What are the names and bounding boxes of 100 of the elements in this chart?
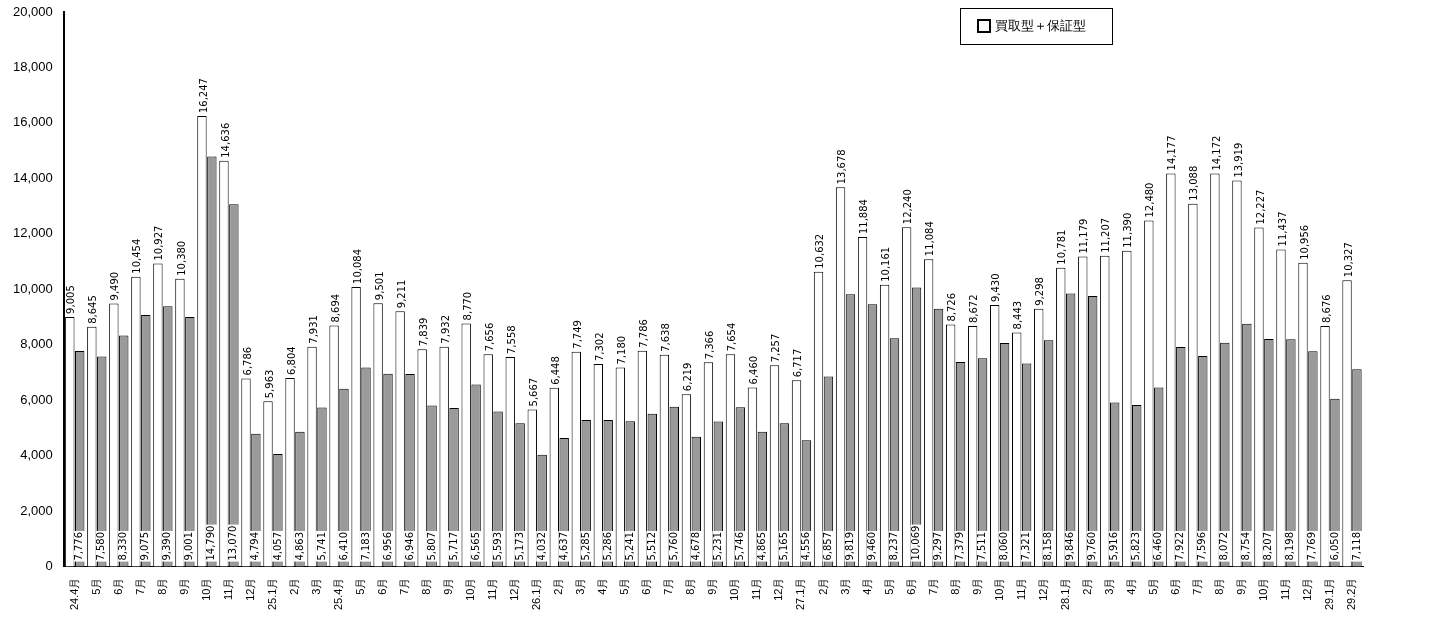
data-label: 11,437 (1276, 211, 1288, 247)
y-tick-label: 4,000 (20, 447, 53, 463)
data-label: 7,654 (726, 322, 738, 352)
data-label: 5,241 (623, 531, 635, 561)
x-tick-label: 4月 (596, 577, 609, 595)
data-label: 9,460 (866, 531, 878, 561)
data-label: 7,366 (704, 330, 716, 360)
data-label: 8,726 (946, 292, 958, 322)
data-label: 9,390 (161, 531, 173, 561)
data-label: 6,050 (1328, 531, 1340, 561)
data-label: 7,922 (1174, 531, 1186, 561)
data-label: 8,754 (1240, 531, 1252, 561)
data-label: 5,963 (263, 369, 275, 399)
y-tick-label: 6,000 (20, 391, 53, 407)
x-tick-label: 25.1月 (265, 577, 278, 611)
x-tick-label: 6月 (376, 577, 389, 595)
x-tick-label: 2月 (816, 577, 829, 595)
data-label: 7,656 (483, 322, 495, 352)
data-label: 4,865 (755, 531, 767, 561)
x-tick-label: 3月 (574, 577, 587, 595)
x-tick-label: 8月 (420, 577, 433, 595)
data-label: 11,084 (924, 221, 936, 257)
data-label: 7,776 (73, 531, 85, 561)
data-label: 8,207 (1262, 531, 1274, 561)
data-label: 5,823 (1130, 531, 1142, 561)
data-label: 8,443 (1012, 300, 1024, 330)
data-label: 7,379 (954, 531, 966, 561)
y-tick-label: 14,000 (13, 169, 53, 185)
data-label: 4,637 (557, 531, 569, 561)
data-label: 9,075 (139, 531, 151, 561)
data-label: 5,593 (491, 531, 503, 561)
y-tick-label: 0 (45, 558, 53, 574)
data-label: 10,956 (1298, 224, 1310, 260)
y-tick-label: 18,000 (13, 59, 53, 75)
data-label: 6,804 (285, 346, 297, 375)
data-label: 5,286 (601, 531, 613, 561)
data-label: 8,237 (888, 531, 900, 561)
x-tick-label: 29.1月 (1323, 577, 1335, 611)
x-tick-label: 9月 (442, 577, 455, 595)
x-tick-label: 7月 (926, 577, 939, 595)
data-label: 12,227 (1254, 189, 1266, 225)
data-label: 7,596 (1196, 531, 1208, 561)
x-tick-label: 4月 (860, 577, 873, 595)
y-tick-label: 2,000 (20, 502, 53, 518)
x-tick-label: 9月 (177, 577, 190, 595)
data-label: 9,846 (1064, 531, 1076, 561)
x-tick-label: 3月 (1102, 577, 1115, 595)
data-label: 9,298 (1034, 277, 1046, 306)
data-label: 10,927 (153, 225, 165, 261)
x-tick-label: 27.1月 (794, 577, 807, 611)
data-label: 8,770 (461, 291, 473, 321)
data-label: 7,321 (1020, 531, 1032, 561)
x-tick-label: 7月 (1190, 577, 1203, 595)
data-label: 7,580 (95, 531, 107, 561)
x-tick-label: 3月 (838, 577, 851, 595)
data-label: 16,247 (197, 78, 209, 114)
legend-box: 買取型＋保証型 (960, 8, 1113, 45)
data-label: 7,638 (659, 323, 671, 352)
x-tick-label: 26.1月 (530, 577, 543, 611)
data-label: 14,790 (205, 525, 217, 561)
data-label: 8,072 (1218, 531, 1230, 561)
data-label: 10,632 (814, 233, 826, 269)
x-tick-label: 2月 (1080, 577, 1093, 595)
data-label: 6,717 (792, 348, 804, 378)
data-label: 8,676 (1320, 294, 1332, 324)
x-tick-label: 5月 (882, 577, 895, 595)
data-label: 10,069 (910, 525, 922, 561)
data-label: 11,390 (1122, 212, 1134, 248)
data-label: 5,717 (447, 531, 459, 561)
x-tick-label: 4月 (1124, 577, 1137, 595)
data-label: 7,749 (571, 320, 583, 349)
y-tick-label: 10,000 (13, 280, 53, 296)
x-tick-label: 11月 (221, 577, 234, 601)
data-label: 13,088 (1188, 165, 1200, 201)
x-tick-label: 2月 (288, 577, 301, 595)
data-label: 9,760 (1086, 531, 1098, 561)
data-label: 7,257 (770, 333, 782, 363)
data-label: 5,760 (667, 531, 679, 561)
data-label: 14,636 (219, 122, 231, 158)
data-label: 4,863 (293, 531, 305, 561)
x-tick-label: 10月 (992, 577, 1005, 601)
y-tick-label: 8,000 (20, 336, 53, 352)
data-label: 7,932 (439, 315, 451, 344)
data-label: 7,769 (1306, 531, 1318, 561)
x-tick-label: 9月 (970, 577, 983, 595)
data-label: 7,183 (359, 531, 371, 561)
x-tick-label: 11月 (1014, 577, 1027, 601)
data-label: 7,839 (417, 317, 429, 347)
data-label: 10,084 (351, 248, 363, 284)
data-label: 8,330 (117, 531, 129, 561)
x-tick-label: 10月 (1256, 577, 1269, 601)
x-tick-label: 12月 (1036, 577, 1049, 601)
x-tick-label: 6月 (111, 577, 124, 595)
x-tick-label: 8月 (684, 577, 697, 595)
data-label: 13,919 (1232, 142, 1244, 178)
y-tick-label: 20,000 (13, 3, 53, 19)
data-label: 14,177 (1166, 135, 1178, 171)
x-tick-label: 12月 (243, 577, 256, 601)
x-tick-label: 7月 (133, 577, 146, 595)
data-label: 5,165 (777, 531, 789, 561)
